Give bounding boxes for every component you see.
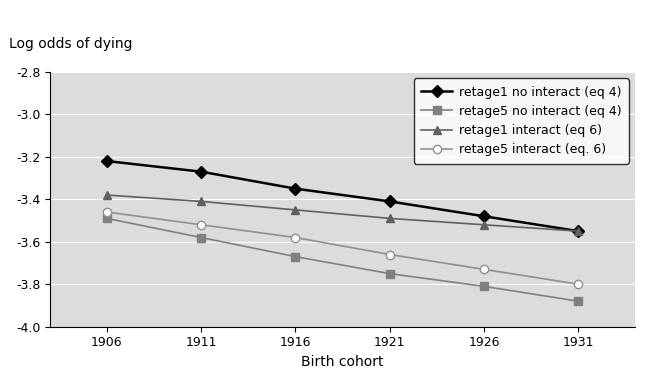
Line: retage1 no interact (eq 4): retage1 no interact (eq 4) bbox=[103, 157, 582, 235]
retage1 no interact (eq 4) bbox=[480, 214, 488, 218]
retage5 no interact (eq 4) bbox=[480, 284, 488, 289]
retage5 interact (eq. 6) bbox=[575, 282, 582, 286]
retage5 interact (eq. 6) bbox=[103, 210, 111, 214]
Legend: retage1 no interact (eq 4), retage5 no interact (eq 4), retage1 interact (eq 6),: retage1 no interact (eq 4), retage5 no i… bbox=[413, 78, 629, 164]
retage5 interact (eq. 6) bbox=[292, 235, 300, 240]
retage5 no interact (eq 4) bbox=[292, 254, 300, 259]
retage5 interact (eq. 6) bbox=[197, 222, 205, 227]
retage1 interact (eq 6) bbox=[103, 193, 111, 197]
retage5 interact (eq. 6) bbox=[480, 267, 488, 272]
Line: retage5 interact (eq. 6): retage5 interact (eq. 6) bbox=[103, 208, 582, 288]
retage1 interact (eq 6) bbox=[575, 229, 582, 233]
retage5 no interact (eq 4) bbox=[386, 271, 394, 276]
retage5 no interact (eq 4) bbox=[575, 299, 582, 303]
retage1 no interact (eq 4) bbox=[103, 159, 111, 163]
retage1 interact (eq 6) bbox=[386, 216, 394, 221]
Line: retage5 no interact (eq 4): retage5 no interact (eq 4) bbox=[103, 214, 582, 305]
retage1 interact (eq 6) bbox=[480, 222, 488, 227]
retage1 no interact (eq 4) bbox=[197, 169, 205, 174]
Text: Log odds of dying: Log odds of dying bbox=[9, 38, 133, 51]
X-axis label: Birth cohort: Birth cohort bbox=[302, 355, 384, 369]
retage5 no interact (eq 4) bbox=[197, 235, 205, 240]
retage5 no interact (eq 4) bbox=[103, 216, 111, 221]
Line: retage1 interact (eq 6): retage1 interact (eq 6) bbox=[103, 191, 582, 235]
retage1 interact (eq 6) bbox=[197, 199, 205, 204]
retage1 interact (eq 6) bbox=[292, 208, 300, 212]
retage1 no interact (eq 4) bbox=[292, 186, 300, 191]
retage5 interact (eq. 6) bbox=[386, 252, 394, 257]
retage1 no interact (eq 4) bbox=[386, 199, 394, 204]
retage1 no interact (eq 4) bbox=[575, 229, 582, 233]
